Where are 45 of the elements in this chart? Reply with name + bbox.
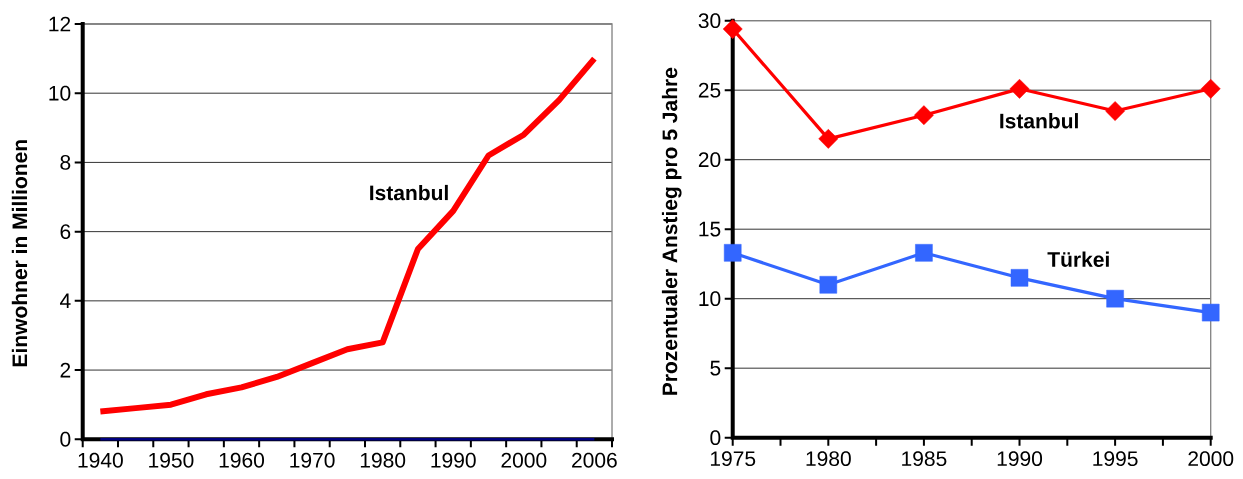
point [722, 19, 743, 39]
y-axis-title: Einwohner in Millionen [11, 140, 28, 367]
y-tick-label: 10 [49, 85, 71, 101]
y-tick-label: 12 [49, 16, 71, 32]
point [915, 244, 933, 262]
y-tick-label: 2 [60, 362, 71, 378]
x-tick-label: 1970 [290, 452, 335, 468]
x-tick-label: 1950 [149, 452, 194, 468]
point [723, 244, 742, 262]
x-tick-label: 1990 [997, 451, 1043, 467]
y-tick-label: 0 [60, 431, 71, 447]
x-tick-label: 1940 [78, 452, 123, 468]
y-tick-label: 15 [699, 221, 721, 237]
x-tick-label: 1990 [431, 452, 476, 468]
point [818, 128, 839, 149]
series-label: Istanbul [370, 184, 448, 201]
x-tick-label: 2000 [1188, 451, 1234, 467]
y-tick-label: 8 [60, 154, 71, 170]
y-tick-label: 4 [60, 293, 71, 309]
point [1201, 303, 1220, 322]
y-tick-label: 30 [698, 13, 721, 29]
y-tick-label: 0 [710, 430, 721, 446]
series-label: Istanbul [1000, 113, 1078, 129]
series-label: Türkei [1047, 251, 1109, 267]
x-tick-label: 1980 [360, 452, 406, 468]
point [914, 105, 934, 126]
y-tick-label: 10 [699, 291, 721, 307]
point [1009, 78, 1030, 99]
y-tick-label: 6 [60, 224, 71, 240]
x-tick-label: 1980 [806, 451, 851, 467]
x-tick-label: 1985 [902, 451, 947, 467]
x-tick-label: 1960 [219, 452, 265, 468]
point [1106, 289, 1124, 308]
x-tick-label: 2000 [501, 452, 547, 468]
x-tick-label: 2006 [572, 452, 617, 468]
x-tick-label: 1995 [1093, 451, 1138, 467]
x-tick-label: 1975 [710, 451, 756, 467]
y-tick-label: 5 [710, 360, 721, 376]
point [1010, 269, 1029, 287]
point [1200, 78, 1221, 99]
y-tick-label: 25 [698, 82, 721, 98]
point [1105, 101, 1125, 121]
y-tick-label: 20 [698, 152, 721, 168]
point [819, 276, 838, 294]
y-axis-title: Prozentualer Anstieg pro 5 Jahre [661, 67, 682, 395]
